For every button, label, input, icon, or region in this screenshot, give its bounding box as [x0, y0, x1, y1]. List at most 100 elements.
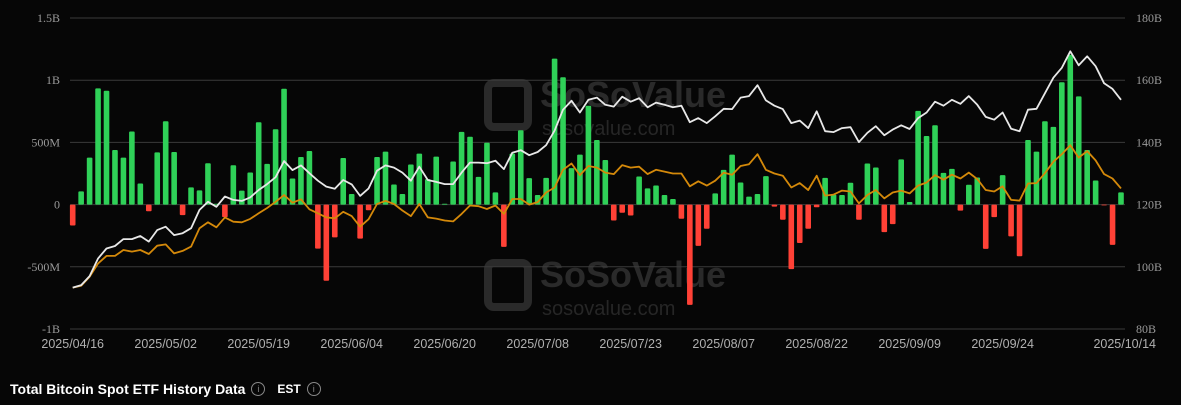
inflow-bar: [999, 175, 1006, 205]
inflow-bar: [543, 177, 549, 205]
outflow-bar: [771, 204, 778, 207]
inflow-bar: [238, 190, 245, 205]
outflow-bar: [991, 204, 997, 218]
inflow-bar: [306, 150, 313, 205]
left-axis-labels: 1.5B 1B 500M 0 -500M -1B: [27, 11, 60, 336]
inflow-bar: [1042, 121, 1048, 205]
watermark-logo: SoSoValue: [540, 254, 726, 295]
x-tick-label: 2025/10/14: [1093, 337, 1156, 351]
lines: [72, 50, 1122, 289]
info-icon[interactable]: i: [306, 382, 321, 396]
outflow-bar: [610, 204, 617, 221]
inflow-bar: [120, 157, 127, 205]
outflow-bar: [703, 204, 710, 229]
watermark: SoSoValue sosovalue.com SoSoValue sosovalue…: [484, 74, 726, 320]
inflow-bar: [1067, 54, 1074, 205]
inflow-bar: [95, 88, 101, 205]
outflow-bar: [813, 204, 820, 208]
outflow-bar: [780, 204, 786, 220]
chart-footer: Total Bitcoin Spot ETF History Data i ES…: [10, 381, 321, 397]
inflow-bar: [661, 195, 668, 205]
outflow-bar: [501, 204, 507, 247]
x-tick-label: 2025/07/08: [506, 337, 569, 351]
x-tick-label: 2025/08/07: [692, 337, 755, 351]
outflow-bar: [1101, 204, 1107, 206]
inflow-bar: [729, 154, 735, 205]
outflow-bar: [805, 204, 812, 229]
x-tick-label: 2025/09/09: [878, 337, 941, 351]
outflow-bar: [179, 204, 186, 216]
inflow-bar: [289, 178, 296, 205]
inflow-bar: [720, 169, 727, 205]
inflow-bar: [374, 156, 380, 205]
outflow-bar: [856, 204, 862, 220]
inflow-bar: [568, 168, 575, 205]
inflow-bar: [974, 177, 981, 205]
inflow-bar: [112, 149, 118, 205]
inflow-bar: [196, 190, 203, 205]
chart-title: Total Bitcoin Spot ETF History Data: [10, 381, 246, 397]
orange-line-series: [72, 144, 1122, 289]
outflow-bar: [222, 204, 228, 218]
inflow-bar: [458, 131, 465, 205]
inflow-bar: [467, 136, 473, 205]
outflow-bar: [788, 204, 795, 270]
inflow-bar: [932, 125, 938, 205]
x-tick-label: 2025/04/16: [41, 337, 104, 351]
x-axis-labels: 2025/04/16 2025/05/02 2025/05/19 2025/06/04…: [41, 337, 1156, 351]
outflow-bar: [678, 204, 685, 219]
inflow-bar: [475, 176, 482, 205]
inflow-bar: [230, 165, 237, 205]
inflow-bar: [484, 142, 490, 205]
x-tick-label: 2025/05/19: [227, 337, 290, 351]
outflow-bar: [357, 204, 363, 239]
inflow-bar: [78, 191, 84, 205]
inflow-bar: [424, 179, 431, 205]
y-left-tick-label: 500M: [31, 135, 60, 149]
outflow-bar: [1008, 204, 1014, 237]
inflow-bar: [915, 110, 921, 205]
outflow-bar: [619, 204, 626, 213]
white-line-series: [72, 50, 1122, 289]
outflow-bar: [331, 204, 338, 238]
watermark-logo-icon: [484, 79, 532, 131]
outflow-bar: [796, 204, 803, 244]
inflow-bar: [873, 167, 879, 205]
inflow-bar: [399, 194, 406, 205]
y-right-tick-label: 100B: [1136, 260, 1162, 274]
watermark-url: sosovalue.com: [542, 118, 675, 140]
right-axis-labels: 180B 160B 140B 120B 100B 80B: [1136, 11, 1162, 336]
inflow-bar: [1084, 149, 1090, 205]
inflow-bar: [839, 195, 845, 205]
inflow-bar: [86, 157, 93, 205]
inflow-bar: [171, 151, 177, 205]
inflow-bar: [763, 176, 769, 205]
inflow-bar: [670, 199, 676, 205]
inflow-bar: [560, 77, 566, 205]
inflow-bar: [433, 156, 440, 205]
inflow-bar: [408, 164, 414, 205]
y-left-tick-label: 1.5B: [37, 11, 60, 25]
inflow-bar: [137, 183, 144, 205]
inflow-bar: [247, 172, 254, 205]
outflow-bar: [323, 204, 330, 281]
info-icon[interactable]: i: [251, 382, 266, 396]
x-tick-label: 2025/06/04: [320, 337, 383, 351]
inflow-bar: [822, 177, 828, 205]
inflow-bar: [1059, 82, 1065, 205]
inflow-bar: [1075, 96, 1082, 205]
outflow-bar: [69, 204, 76, 226]
inflow-bar: [898, 159, 904, 205]
watermark-logo-icon: [484, 259, 532, 311]
x-tick-label: 2025/09/24: [971, 337, 1034, 351]
inflow-bar: [162, 121, 169, 205]
inflow-bar: [636, 176, 642, 205]
outflow-bar: [145, 204, 152, 212]
inflow-bar: [416, 153, 423, 205]
inflow-bar: [340, 157, 347, 205]
inflow-bar: [272, 129, 279, 205]
inflow-bar: [188, 187, 194, 205]
y-left-tick-label: 0: [54, 198, 60, 212]
inflow-bar: [746, 196, 752, 205]
inflow-bar: [585, 105, 592, 205]
